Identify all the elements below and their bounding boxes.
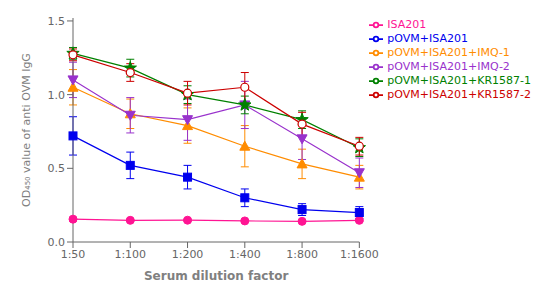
svg-text:1.0: 1.0 xyxy=(48,89,66,102)
svg-text:1.5: 1.5 xyxy=(48,15,66,28)
svg-text:0.5: 0.5 xyxy=(48,162,66,175)
svg-text:Serum dilution factor: Serum dilution factor xyxy=(144,269,289,283)
svg-text:1:400: 1:400 xyxy=(229,248,261,261)
html-text:pOVM+ISA201+IMQ-1: pOVM+ISA201+IMQ-1 xyxy=(387,46,510,59)
svg-text:1:800: 1:800 xyxy=(286,248,318,261)
svg-text:1:100: 1:100 xyxy=(114,248,146,261)
svg-text:OD₄₅₀ value of anti OVM IgG: OD₄₅₀ value of anti OVM IgG xyxy=(20,53,33,207)
svg-text:1:1600: 1:1600 xyxy=(340,248,379,261)
html-text:pOVM+ISA201: pOVM+ISA201 xyxy=(387,32,468,45)
svg-text:0.0: 0.0 xyxy=(48,236,66,249)
html-text:pOVM+ISA201+KR1587-2: pOVM+ISA201+KR1587-2 xyxy=(387,88,531,101)
svg-text:1:200: 1:200 xyxy=(172,248,204,261)
html-text:pOVM+ISA201+KR1587-1: pOVM+ISA201+KR1587-1 xyxy=(387,74,531,87)
html-text:pOVM+ISA201+IMQ-2: pOVM+ISA201+IMQ-2 xyxy=(387,60,510,73)
html-text:ISA201: ISA201 xyxy=(387,18,427,31)
svg-text:1:50: 1:50 xyxy=(61,248,86,261)
